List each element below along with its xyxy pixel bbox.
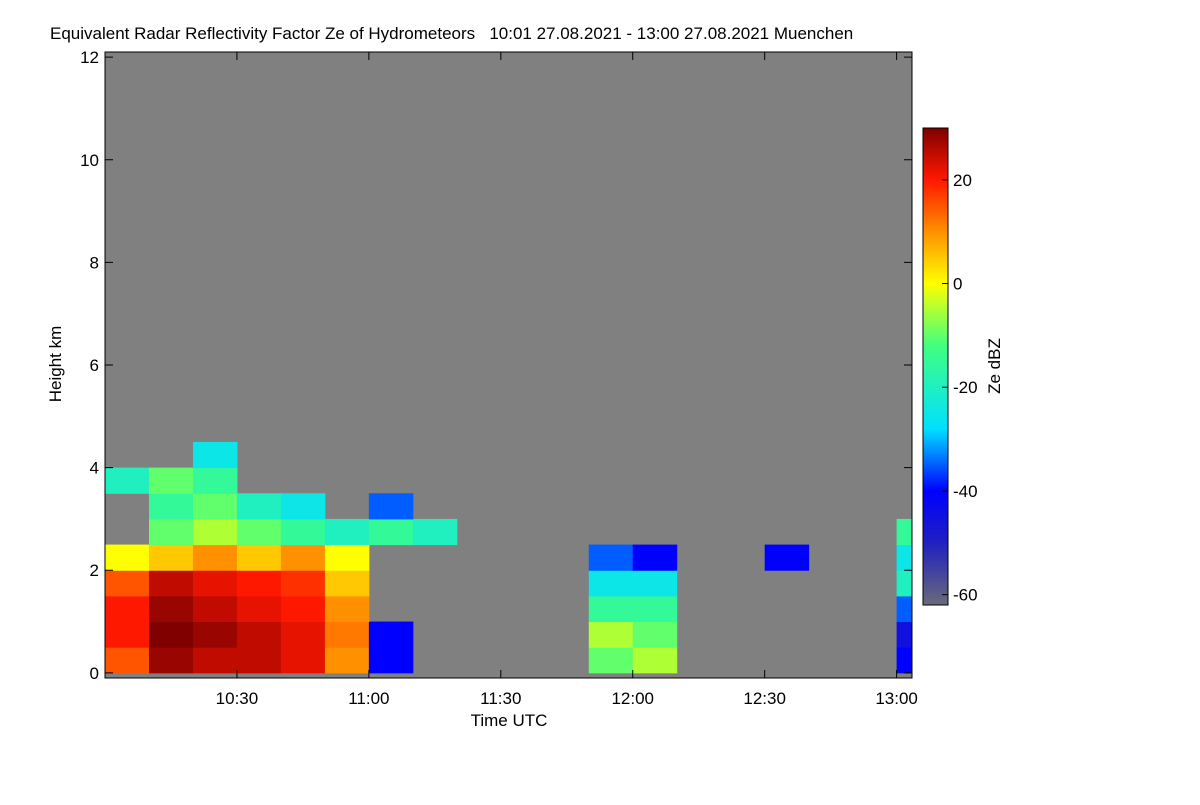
heat-cell xyxy=(105,647,150,674)
heat-cell xyxy=(236,647,282,674)
heat-cell xyxy=(105,595,150,623)
heat-cell xyxy=(280,595,326,623)
heat-cell xyxy=(236,570,282,597)
x-tick-label: 10:30 xyxy=(216,689,259,708)
heat-cell xyxy=(192,621,238,648)
heat-cell xyxy=(280,493,326,520)
heat-cell xyxy=(896,570,913,597)
heat-cell xyxy=(896,595,913,623)
colorbar-label: Ze dBZ xyxy=(985,338,1004,394)
heat-cell xyxy=(148,621,194,648)
heat-cell xyxy=(148,544,194,571)
heat-cell xyxy=(588,595,634,623)
heat-cell xyxy=(192,570,238,597)
y-tick-label: 4 xyxy=(90,459,99,478)
y-tick-label: 0 xyxy=(90,664,99,683)
heat-cell xyxy=(280,621,326,648)
colorbar-tick-label: -40 xyxy=(953,482,978,501)
heat-cell xyxy=(105,570,150,597)
y-tick-label: 6 xyxy=(90,356,99,375)
heat-cell xyxy=(192,441,238,469)
x-tick-label: 12:00 xyxy=(611,689,654,708)
y-tick-label: 2 xyxy=(90,561,99,580)
heat-cell xyxy=(324,544,370,571)
heat-cell xyxy=(896,647,913,674)
colorbar-tick-label: 0 xyxy=(953,275,962,294)
heat-cell xyxy=(588,621,634,648)
heat-cell xyxy=(324,595,370,623)
heat-cell xyxy=(192,467,238,494)
heat-cell xyxy=(280,518,326,546)
heat-cell xyxy=(368,518,414,546)
heat-cell xyxy=(588,570,634,597)
x-tick-label: 13:00 xyxy=(875,689,918,708)
heat-cell xyxy=(236,595,282,623)
colorbar-tick-label: -20 xyxy=(953,378,978,397)
colorbar-tick-label: 20 xyxy=(953,171,972,190)
heat-cell xyxy=(236,544,282,571)
heat-cell xyxy=(632,595,678,623)
heat-cell xyxy=(368,647,414,674)
heat-cell xyxy=(588,647,634,674)
heat-cell xyxy=(280,647,326,674)
heat-cell xyxy=(148,493,194,520)
heat-cell xyxy=(280,570,326,597)
heat-cell xyxy=(324,570,370,597)
heat-cell xyxy=(324,647,370,674)
x-tick-label: 11:30 xyxy=(480,689,521,708)
heat-cell xyxy=(280,544,326,571)
heat-cell xyxy=(236,621,282,648)
heat-cell xyxy=(632,570,678,597)
y-tick-label: 12 xyxy=(80,48,99,67)
colorbar xyxy=(922,127,949,606)
heat-cell xyxy=(236,493,282,520)
heat-cell xyxy=(236,518,282,546)
y-tick-label: 8 xyxy=(90,253,99,272)
y-tick-label: 10 xyxy=(80,151,99,170)
x-tick-label: 11:00 xyxy=(348,689,389,708)
heat-cell xyxy=(412,518,458,546)
heat-cell xyxy=(588,544,634,571)
heat-cell xyxy=(192,493,238,520)
x-axis-label: Time UTC xyxy=(471,711,548,730)
heat-cell xyxy=(368,493,414,520)
heat-cell xyxy=(105,467,150,494)
heat-cell xyxy=(632,621,678,648)
heat-cell xyxy=(632,647,678,674)
heat-cell xyxy=(192,544,238,571)
heat-cell xyxy=(148,518,194,546)
heat-cell xyxy=(192,647,238,674)
heat-cell xyxy=(896,544,913,571)
heat-cell xyxy=(105,544,150,571)
heat-cell xyxy=(764,544,810,571)
heat-cell xyxy=(148,595,194,623)
heat-cell xyxy=(192,518,238,546)
heat-cell xyxy=(632,544,678,571)
y-axis-label: Height km xyxy=(46,326,65,403)
heat-cell xyxy=(192,595,238,623)
heat-cell xyxy=(896,518,913,546)
heat-cell xyxy=(148,570,194,597)
chart-title: Equivalent Radar Reflectivity Factor Ze … xyxy=(50,24,853,43)
heat-cell xyxy=(324,621,370,648)
colorbar-tick-label: -60 xyxy=(953,586,978,605)
x-tick-label: 12:30 xyxy=(743,689,786,708)
heat-cell xyxy=(324,518,370,546)
heat-cell xyxy=(896,621,913,648)
heat-cell xyxy=(148,647,194,674)
heat-cell xyxy=(105,621,150,648)
heat-cell xyxy=(368,621,414,648)
heat-cell xyxy=(148,467,194,494)
